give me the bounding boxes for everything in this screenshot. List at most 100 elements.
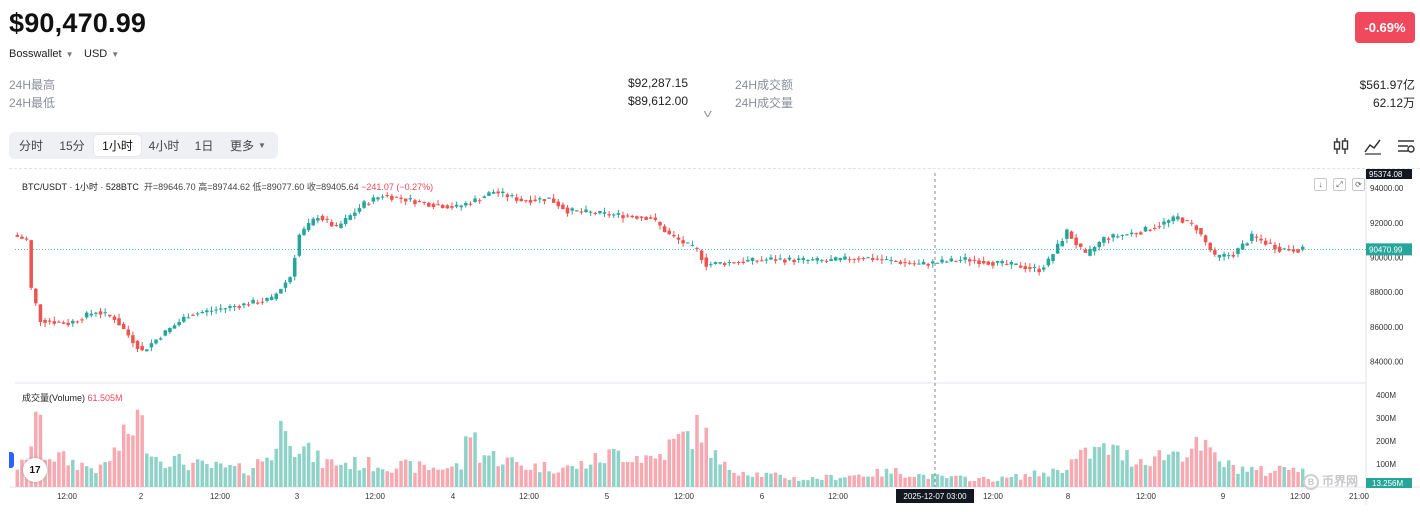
candle [820,260,824,262]
current-price: $90,470.99 [9,8,147,38]
volume-bar [653,458,658,487]
candle [1199,228,1203,235]
volume-bar [1129,466,1134,487]
volume-bar [371,471,376,487]
volume-bar [1125,449,1129,487]
volume-bar [1222,467,1226,487]
expand-stats-chevron-icon[interactable]: v [703,108,712,120]
candle [898,261,903,264]
volume-bar [505,457,510,487]
candle [944,261,949,263]
currency-selector[interactable]: USD ▼ [84,48,119,60]
volume-bar [1273,470,1277,487]
volume-bar [1120,460,1125,487]
settings-icon[interactable] [1396,136,1416,156]
time-tick-label: 12:00 [519,492,540,501]
volume-bar [510,457,514,487]
candle [1065,229,1069,239]
legend-high: 高=89744.62 [198,182,250,192]
candle [1088,248,1092,256]
tab-1d[interactable]: 1日 [194,139,214,153]
volume-bar [1157,450,1162,487]
candle [870,258,875,261]
candle [635,216,639,219]
volume-bar [528,469,533,487]
volume-bar [648,455,653,487]
volume-value: 62.12万 [1372,96,1415,110]
candle [806,260,810,262]
tab-1h[interactable]: 1小时 [94,135,141,156]
tab-15m[interactable]: 15分 [59,139,85,153]
volume-bar [1032,470,1037,487]
candle [283,282,288,288]
volume-bar [436,469,440,487]
tab-time[interactable]: 分时 [18,139,43,153]
candle [195,313,200,315]
tab-more[interactable]: 更多 ▼ [223,135,273,156]
candle [940,259,944,263]
candle [588,211,593,213]
volume-bar [168,466,172,487]
candle [1042,267,1046,270]
currency-name: USD [84,48,108,60]
candle [736,262,741,264]
volume-bar [995,480,1000,487]
volume-bar [464,436,468,487]
scroll-down-icon[interactable]: ↓ [1314,178,1327,191]
volume-bar [741,471,745,487]
candle [579,211,584,213]
fullscreen-icon[interactable]: ⤢ [1333,178,1346,191]
chevron-down-icon: ▼ [111,50,120,59]
candlestick-chart[interactable]: 94000.00 92000.00 90000.00 88000.00 86000.00… [9,169,1420,505]
candle [1268,242,1273,244]
volume-bar [473,432,477,487]
volume-bar [399,460,403,487]
price-chart[interactable]: 94000.00 92000.00 90000.00 88000.00 86000.00… [9,168,1420,505]
volume-bar [1018,479,1023,487]
candle [843,256,847,260]
volume-bar [80,462,84,487]
side-panel-toggle[interactable] [9,452,14,468]
candle [750,257,755,261]
candle [487,192,491,196]
candle [209,310,214,312]
candle [145,349,149,352]
candle [1060,240,1065,247]
watermark-text: 币界网 [1322,474,1359,488]
exchange-selector[interactable]: Bosswallet ▼ [9,48,74,60]
volume-bar [1037,476,1041,487]
candle [126,329,131,336]
candle [662,226,667,233]
candle [1069,231,1074,239]
volume-bar [699,442,704,487]
tradingview-logo[interactable]: 17 [23,458,47,482]
volume-bar [353,457,357,487]
candle [29,240,33,288]
candle [704,257,708,267]
reset-icon[interactable]: ⟳ [1352,178,1365,191]
candle [80,319,84,321]
volume-bar [413,472,417,487]
candle [121,323,126,330]
candle [1028,267,1032,269]
candle [329,221,334,227]
volume-bar [732,472,736,487]
volume-bar [477,462,482,487]
candle [496,191,500,194]
volume-bar [852,475,856,487]
candle [584,209,588,212]
candle [1217,254,1222,258]
volume-bar [251,467,255,487]
volume-bar [598,462,602,487]
indicator-icon[interactable] [1363,136,1383,156]
candle [279,288,283,294]
volume-bar [172,455,177,487]
volume-bar [38,414,43,487]
candlestick-icon[interactable] [1331,136,1351,156]
volume-bar [607,449,611,487]
candle [427,202,431,207]
tab-4h[interactable]: 4小时 [148,139,180,153]
volume-bar [958,475,963,487]
volume-bar [621,462,625,487]
volume-bar [468,437,473,487]
